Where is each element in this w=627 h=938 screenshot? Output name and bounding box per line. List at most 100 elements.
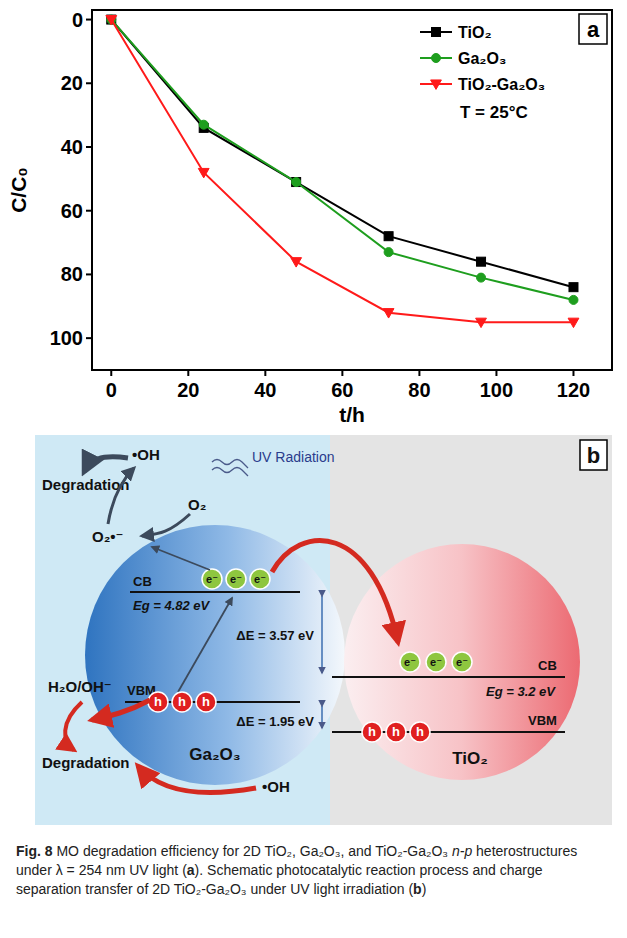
material-label: Ga₂O₃ bbox=[189, 745, 240, 764]
product-label: O₂•⁻ bbox=[92, 528, 124, 545]
chart: 020406080100020406080100120t/hC/C₀TiO₂Ga… bbox=[0, 0, 627, 428]
reaction-arrow bbox=[138, 766, 256, 793]
reaction-arrow bbox=[92, 700, 150, 720]
x-tick-label: 80 bbox=[408, 379, 430, 401]
electron-label: e⁻ bbox=[206, 573, 218, 585]
panel-label-box bbox=[580, 440, 607, 470]
data-point bbox=[292, 178, 301, 187]
panel-label: a bbox=[587, 17, 600, 42]
x-tick-label: 120 bbox=[557, 379, 590, 401]
offset-arrow bbox=[321, 706, 323, 728]
hole bbox=[386, 722, 406, 742]
transfer-arrow bbox=[272, 540, 398, 642]
hole-label: h bbox=[154, 694, 162, 709]
x-tick bbox=[264, 370, 266, 376]
hole-label: h bbox=[416, 724, 424, 739]
hole-label: h bbox=[392, 724, 400, 739]
caption-text: MO degradation efficiency for 2D TiO₂, G… bbox=[53, 843, 452, 859]
x-tick bbox=[187, 370, 189, 376]
data-point bbox=[477, 273, 486, 282]
cb-level bbox=[130, 591, 300, 593]
y-tick bbox=[86, 273, 92, 275]
cb-label: CB bbox=[133, 574, 152, 589]
y-tick bbox=[86, 146, 92, 148]
hole bbox=[362, 722, 382, 742]
reaction-arrow bbox=[152, 547, 210, 570]
caption: Fig. 8 MO degradation efficiency for 2D … bbox=[16, 842, 608, 899]
reactant-label: O₂ bbox=[188, 496, 206, 513]
legend-marker bbox=[432, 54, 441, 63]
band-gap-label: Eg = 4.82 eV bbox=[133, 598, 211, 613]
hole-label: h bbox=[368, 724, 376, 739]
electron-label: e⁻ bbox=[456, 656, 468, 668]
legend-label: Ga₂O₃ bbox=[458, 50, 506, 67]
data-point bbox=[569, 295, 578, 304]
y-tick bbox=[86, 19, 92, 21]
x-tick-label: 100 bbox=[480, 379, 513, 401]
material-label: TiO₂ bbox=[452, 749, 488, 768]
uv-wave bbox=[212, 460, 248, 469]
plot-frame bbox=[92, 10, 612, 370]
y-tick-label: 20 bbox=[61, 72, 83, 94]
panel-label-box bbox=[579, 14, 607, 44]
electron bbox=[250, 569, 270, 589]
data-point bbox=[384, 232, 393, 241]
electron bbox=[452, 652, 472, 672]
data-point bbox=[292, 178, 301, 187]
panel-label: b bbox=[587, 443, 600, 468]
hole bbox=[172, 692, 192, 712]
cb-label: CB bbox=[538, 658, 557, 673]
plot-area bbox=[106, 15, 579, 328]
annotation: T = 25°C bbox=[460, 103, 528, 122]
series-line bbox=[111, 20, 573, 300]
uv-wave bbox=[212, 468, 248, 477]
x-tick bbox=[418, 370, 420, 376]
data-point bbox=[107, 15, 116, 24]
y-tick bbox=[86, 82, 92, 84]
background-right bbox=[330, 435, 612, 825]
data-point bbox=[477, 257, 486, 266]
data-point bbox=[199, 120, 208, 129]
series-line bbox=[111, 20, 573, 288]
tio2-sphere bbox=[344, 544, 580, 780]
result-label: Degradation bbox=[42, 754, 130, 771]
hole bbox=[196, 692, 216, 712]
caption-text: a bbox=[187, 862, 195, 878]
y-tick-label: 100 bbox=[50, 327, 83, 349]
ga2o3-sphere bbox=[85, 525, 345, 785]
result-label: Degradation bbox=[42, 476, 130, 493]
excitation-arrow bbox=[178, 598, 232, 692]
hole-label: h bbox=[178, 694, 186, 709]
offset-label: ΔE = 1.95 eV bbox=[236, 714, 314, 729]
reactant-label: H₂O/OH⁻ bbox=[48, 678, 112, 695]
x-axis-title: t/h bbox=[339, 403, 365, 426]
reaction-arrow bbox=[84, 457, 128, 472]
electron bbox=[400, 652, 420, 672]
electron bbox=[226, 569, 246, 589]
reaction-arrow bbox=[65, 702, 82, 750]
y-tick-label: 40 bbox=[61, 136, 83, 158]
data-point bbox=[291, 258, 302, 267]
cb-level bbox=[332, 676, 565, 678]
x-tick bbox=[110, 370, 112, 376]
data-point bbox=[476, 318, 487, 327]
legend-label: TiO₂-Ga₂O₃ bbox=[458, 76, 545, 93]
data-point bbox=[568, 318, 579, 327]
y-tick bbox=[86, 337, 92, 339]
radical-label: •OH bbox=[132, 446, 160, 463]
electron-label: e⁻ bbox=[254, 573, 266, 585]
x-tick bbox=[341, 370, 343, 376]
legend-label: TiO₂ bbox=[458, 24, 491, 41]
electron-label: e⁻ bbox=[430, 656, 442, 668]
diagram: CBEg = 4.82 eVVBMCBEg = 3.2 eVVBMe⁻e⁻e⁻h… bbox=[0, 430, 627, 835]
uv-label: UV Radiation bbox=[252, 449, 335, 465]
radical-label: •OH bbox=[262, 778, 290, 795]
caption-text: Fig. 8 bbox=[16, 843, 53, 859]
x-tick-label: 60 bbox=[331, 379, 353, 401]
y-tick bbox=[86, 210, 92, 212]
reaction-arrow bbox=[142, 514, 190, 536]
data-point bbox=[383, 309, 394, 318]
vbm-label: VBM bbox=[528, 713, 557, 728]
offset-label: ΔE = 3.57 eV bbox=[236, 628, 314, 643]
x-tick-label: 20 bbox=[177, 379, 199, 401]
